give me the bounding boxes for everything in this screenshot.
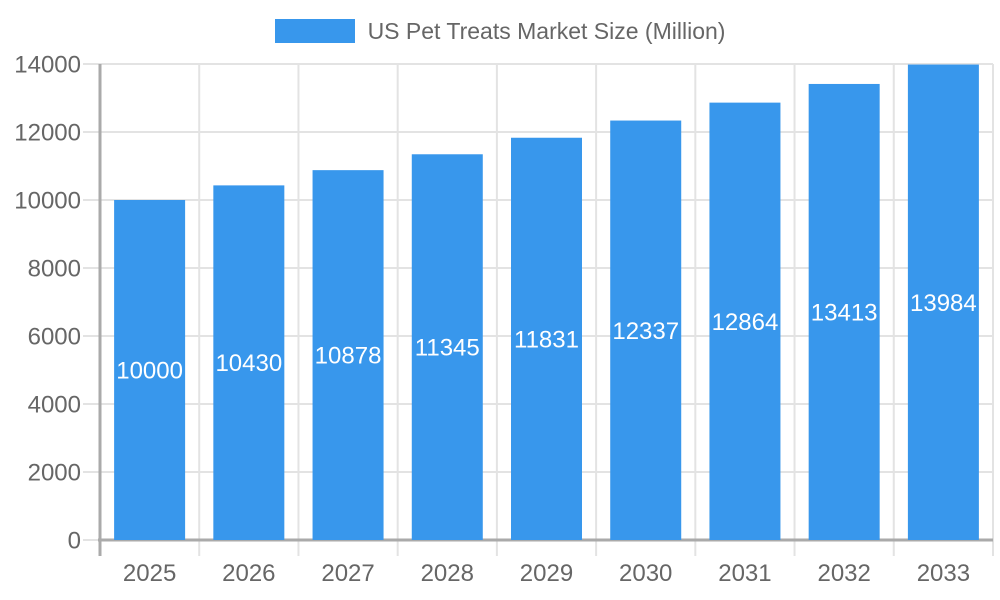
x-tick-label: 2033 <box>917 560 970 587</box>
x-tick-label: 2027 <box>321 560 374 587</box>
bar-value-label: 13984 <box>910 290 977 317</box>
bar-2027[interactable] <box>312 170 384 540</box>
y-tick-label: 4000 <box>28 392 81 419</box>
value-labels-group: 10000 10430 10878 11345 11831 12337 12864 13413… <box>116 290 977 385</box>
bar-2033[interactable] <box>907 64 979 540</box>
bars-group <box>114 64 979 541</box>
bar-2030[interactable] <box>610 120 682 541</box>
legend[interactable]: US Pet Treats Market Size (Million) <box>0 9 1000 53</box>
x-tick-label: 2031 <box>718 560 771 587</box>
legend-swatch <box>274 19 355 43</box>
bar-value-label: 11831 <box>514 326 579 353</box>
bar-value-label: 12864 <box>712 309 779 336</box>
x-tick-label: 2025 <box>123 560 176 587</box>
x-tick-label: 2029 <box>520 560 573 587</box>
x-tick-label: 2032 <box>817 560 870 587</box>
x-tick-label: 2030 <box>619 560 672 587</box>
bar-2029[interactable] <box>511 137 582 540</box>
x-tick-label: 2026 <box>222 560 275 587</box>
bar-2026[interactable] <box>213 185 285 540</box>
x-tick-label: 2028 <box>421 560 474 587</box>
y-tick-label: 12000 <box>14 120 81 147</box>
legend-label: US Pet Treats Market Size (Million) <box>367 17 726 44</box>
bar-2025[interactable] <box>114 200 186 540</box>
y-tick-label: 0 <box>68 528 81 555</box>
y-tick-label: 10000 <box>14 188 81 215</box>
y-axis-tick-labels: 0 2000 4000 6000 8000 10000 12000 14000 <box>14 52 81 555</box>
bar-2031[interactable] <box>709 102 781 541</box>
y-tick-label: 8000 <box>28 256 81 283</box>
bar-2032[interactable] <box>808 83 880 540</box>
bar-2028[interactable] <box>411 154 483 540</box>
x-axis-tick-labels: 2025 2026 2027 2028 2029 2030 2031 2032 2033 <box>123 560 970 587</box>
y-tick-label: 14000 <box>14 52 81 79</box>
y-tick-label: 2000 <box>28 460 81 487</box>
bar-value-label: 12337 <box>612 318 679 345</box>
bar-value-label: 13413 <box>811 299 878 326</box>
bar-value-label: 11345 <box>415 335 480 362</box>
bar-value-label: 10430 <box>215 350 282 377</box>
bar-value-label: 10878 <box>315 343 382 370</box>
y-tick-label: 6000 <box>28 324 81 351</box>
bar-value-label: 10000 <box>116 358 183 385</box>
